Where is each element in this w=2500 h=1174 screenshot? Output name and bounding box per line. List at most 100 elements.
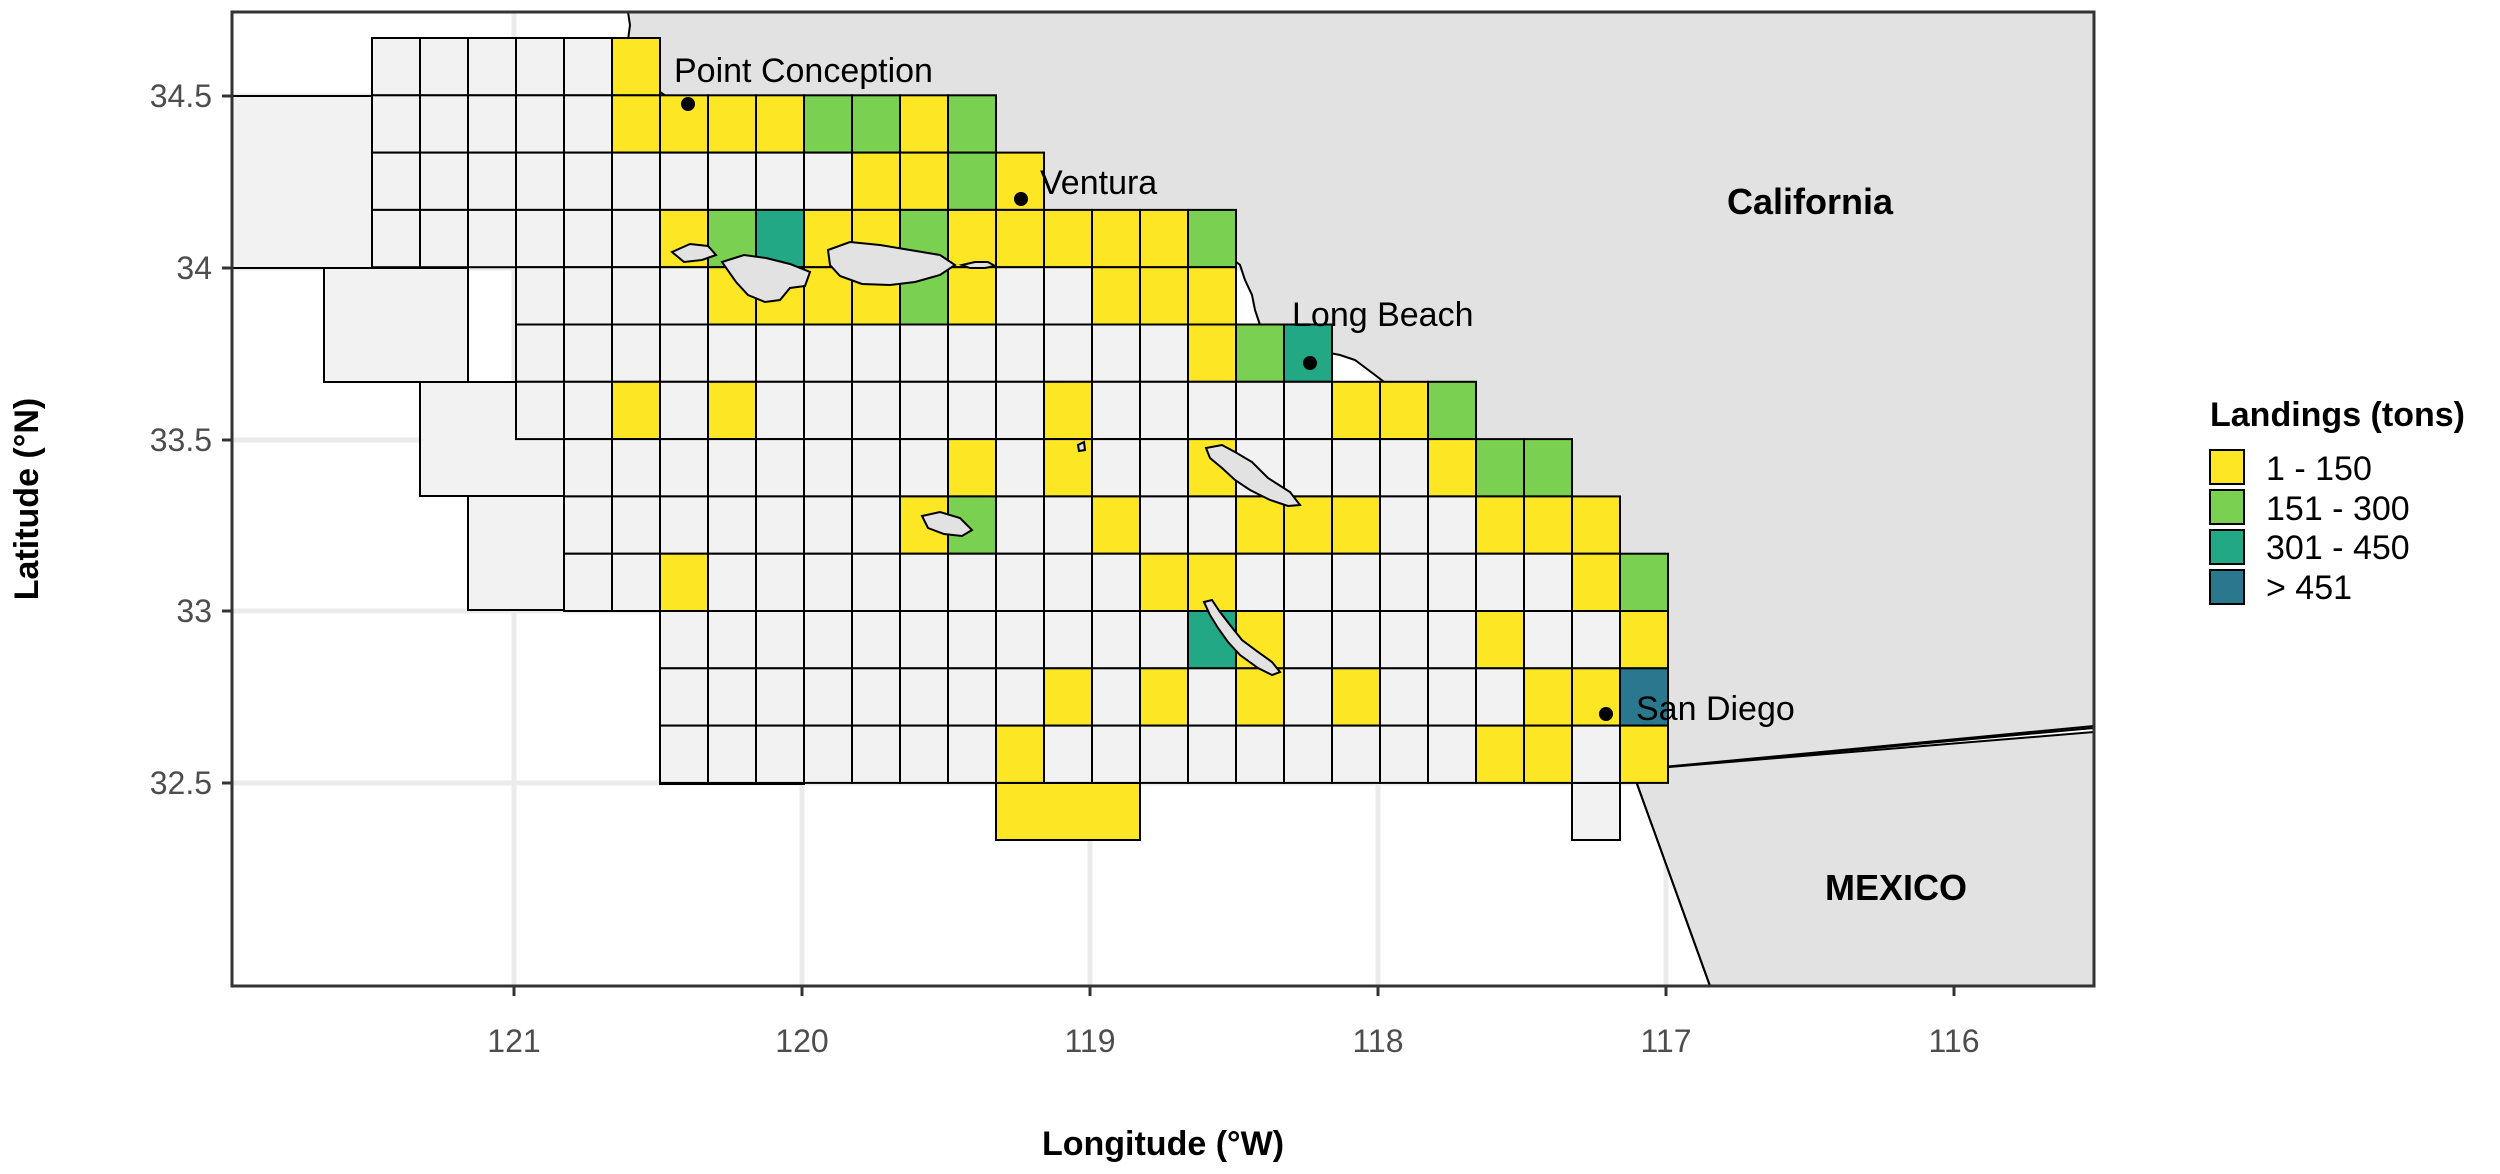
- fishing-block: [755, 495, 805, 555]
- fishing-block: [707, 552, 757, 613]
- x-tick-label: 121: [487, 1023, 540, 1059]
- fishing-block: [1283, 552, 1333, 613]
- long-beach-label: Long Beach: [1292, 296, 1474, 334]
- fishing-block: [1475, 610, 1525, 670]
- fishing-block: [995, 610, 1045, 670]
- y-tick-label: 33.5: [150, 422, 212, 458]
- legend-label-3: 301 - 450: [2266, 529, 2410, 567]
- fishing-block: [899, 724, 949, 784]
- fishing-block: [659, 610, 709, 670]
- fishing-block: [1475, 495, 1525, 555]
- santa-rosa-island: [720, 253, 812, 304]
- fishing-block: [1139, 266, 1189, 326]
- fishing-block: [1091, 380, 1141, 441]
- santa-cruz-island: [826, 240, 957, 287]
- y-tick-label: 34.5: [150, 78, 212, 114]
- fishing-block: [1235, 552, 1285, 613]
- fishing-block: [947, 380, 997, 441]
- fishing-block: [803, 94, 853, 154]
- fishing-block: [1331, 552, 1381, 613]
- fishing-block: [515, 323, 565, 383]
- fishing-block: [467, 151, 517, 211]
- fishing-block: [755, 151, 805, 211]
- fishing-block: [1235, 323, 1285, 383]
- fishing-block: [1379, 438, 1429, 498]
- fishing-block: [1091, 208, 1141, 269]
- y-tick-label: 32.5: [150, 765, 212, 801]
- fishing-block: [515, 266, 565, 326]
- fishing-block: [1139, 495, 1189, 555]
- fishing-block: [467, 94, 517, 154]
- fishing-block: [515, 37, 565, 97]
- fishing-block: [995, 323, 1045, 383]
- fishing-block: [1187, 266, 1237, 326]
- fishing-block: [995, 724, 1045, 784]
- fishing-block: [659, 552, 709, 613]
- fishing-block: [947, 552, 997, 613]
- fishing-block: [947, 438, 997, 498]
- santa-catalina-island: [1204, 443, 1302, 508]
- fishing-block: [947, 151, 997, 211]
- fishing-block: [755, 380, 805, 441]
- fishing-block: [659, 724, 709, 784]
- fishing-block: [371, 37, 421, 97]
- fishing-block: [995, 495, 1045, 555]
- fishing-block: [707, 151, 757, 211]
- fishing-block: [1619, 667, 1669, 727]
- long-beach-marker: [1303, 356, 1317, 370]
- fishing-block: [1235, 724, 1285, 784]
- fishing-block: [1523, 667, 1573, 727]
- fishing-block: [1427, 380, 1477, 441]
- fishing-block: [1427, 667, 1477, 727]
- legend-swatch-1: [2209, 449, 2245, 485]
- fishing-block: [1379, 610, 1429, 670]
- san-diego-label: San Diego: [1636, 690, 1795, 728]
- fishing-block: [755, 724, 805, 784]
- fishing-block: [419, 94, 469, 154]
- fishing-block: [707, 610, 757, 670]
- fishing-block: [563, 380, 613, 441]
- fishing-block: [1091, 667, 1141, 727]
- anacapa-island: [958, 261, 998, 269]
- fishing-block: [1139, 610, 1189, 670]
- fishing-block: [803, 380, 853, 441]
- fishing-block: [1091, 724, 1141, 784]
- fishing-block: [1283, 380, 1333, 441]
- ventura-label: Ventura: [1040, 164, 1157, 202]
- fishing-block: [1427, 495, 1477, 555]
- fishing-block: [515, 151, 565, 211]
- fishing-block: [371, 208, 421, 269]
- fishing-block: [755, 323, 805, 383]
- legend-swatch-4: [2209, 569, 2245, 605]
- fishing-block: [563, 37, 613, 97]
- fishing-block: [899, 380, 949, 441]
- fishing-block: [803, 610, 853, 670]
- x-tick-label: 119: [1064, 1023, 1115, 1059]
- y-axis-title: Latitude (°N): [8, 398, 46, 600]
- panel-border: [230, 10, 2096, 988]
- fishing-block: [1091, 495, 1141, 555]
- legend-title: Landings (tons): [2210, 396, 2465, 434]
- fishing-block: [563, 266, 613, 326]
- fishing-block: [1331, 495, 1381, 555]
- fishing-block: [851, 323, 901, 383]
- fishing-block: [1139, 667, 1189, 727]
- fishing-block: [851, 552, 901, 613]
- fishing-block: [563, 323, 613, 383]
- fishing-block: [1379, 552, 1429, 613]
- channel-islands: [670, 240, 1302, 677]
- fishing-block: [611, 552, 661, 613]
- fishing-block: [755, 438, 805, 498]
- fishing-block: [851, 438, 901, 498]
- fishing-block: [1331, 667, 1381, 727]
- fishing-block: [1043, 495, 1093, 555]
- fishing-block: [515, 208, 565, 269]
- santa-barbara-island: [1076, 440, 1087, 453]
- fishing-block: [947, 266, 997, 326]
- fishing-block: [419, 37, 469, 97]
- fishing-block: [1379, 495, 1429, 555]
- fishing-block: [563, 151, 613, 211]
- fishing-block: [419, 151, 469, 211]
- fishing-block: [1379, 380, 1429, 441]
- fishing-block: [1187, 380, 1237, 441]
